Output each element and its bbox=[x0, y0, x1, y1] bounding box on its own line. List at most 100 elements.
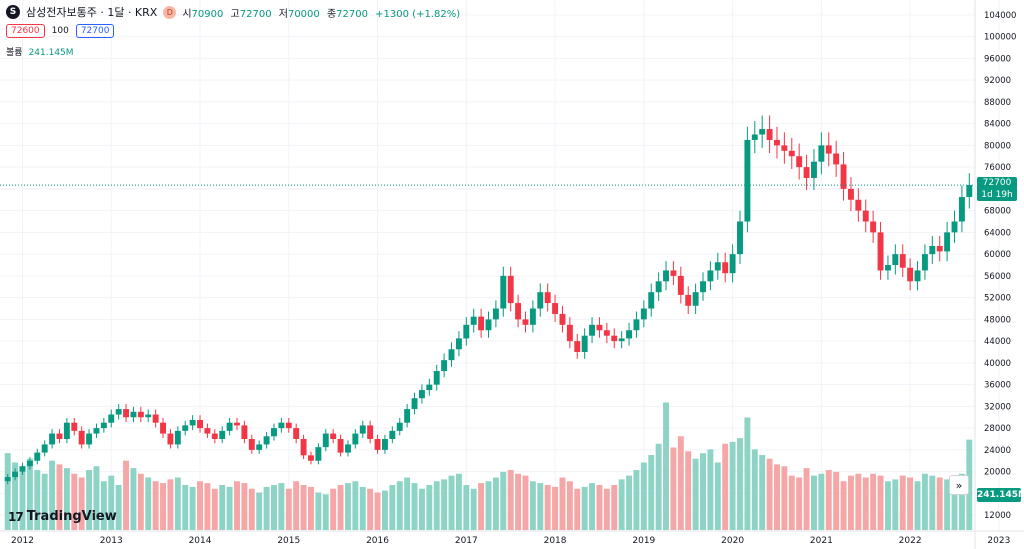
buy-button[interactable]: 72700 bbox=[75, 24, 115, 38]
low-value: 70000 bbox=[287, 8, 320, 20]
volume-bar bbox=[936, 477, 943, 530]
price-tick-label: 20000 bbox=[984, 468, 1011, 478]
candle-body bbox=[522, 319, 529, 325]
double-chevron-right-icon: » bbox=[955, 478, 963, 492]
candle-body bbox=[145, 414, 152, 418]
order-quantity[interactable]: 100 bbox=[51, 26, 69, 36]
symbol-title[interactable]: 삼성전자보통주 · 1달 · KRX bbox=[26, 6, 158, 19]
candle-body bbox=[137, 411, 144, 418]
volume-bar bbox=[359, 486, 366, 530]
volume-bar bbox=[441, 479, 448, 530]
market-badge-icon: D bbox=[163, 5, 177, 19]
candle-body bbox=[574, 341, 581, 352]
volume-bar bbox=[226, 486, 233, 530]
candle-body bbox=[744, 139, 751, 222]
volume-bar bbox=[182, 485, 189, 530]
volume-bar bbox=[463, 485, 470, 530]
last-price-value: 72700 bbox=[982, 178, 1012, 188]
volume-label[interactable]: 볼륨 bbox=[6, 48, 23, 58]
scroll-to-realtime-button[interactable]: » bbox=[949, 475, 969, 495]
candle-body bbox=[833, 153, 840, 165]
candle-body bbox=[840, 164, 847, 189]
candle-body bbox=[197, 419, 203, 429]
candle-body bbox=[611, 335, 618, 342]
volume-bar bbox=[337, 485, 344, 530]
volume-bar bbox=[929, 475, 936, 530]
volume-bar bbox=[522, 475, 529, 530]
price-tick-label: 24000 bbox=[984, 446, 1011, 456]
volume-bar bbox=[811, 475, 817, 530]
volume-bar bbox=[596, 485, 603, 530]
candle-body bbox=[907, 267, 914, 282]
candle-body bbox=[167, 433, 174, 445]
volume-bar bbox=[655, 443, 662, 530]
candle-body bbox=[603, 330, 610, 336]
candle-body bbox=[130, 411, 137, 418]
candle-body bbox=[566, 324, 573, 342]
time-axis[interactable]: 2012 2013 2014 2015 2016 2017 2018 2019 2020 2021… bbox=[11, 536, 1010, 546]
candle-body bbox=[692, 292, 699, 306]
volume-bar bbox=[485, 481, 492, 530]
candle-body bbox=[552, 303, 559, 314]
tradingview-logo[interactable]: 17 TradingView bbox=[8, 509, 117, 524]
candle-body bbox=[123, 409, 130, 418]
volume-bar bbox=[574, 488, 581, 530]
candle-body bbox=[626, 330, 633, 339]
volume-bar bbox=[160, 483, 166, 530]
volume-bar bbox=[189, 486, 196, 530]
candle-body bbox=[899, 254, 906, 268]
volume-bar bbox=[56, 464, 63, 530]
volume-bar bbox=[670, 447, 677, 530]
volume-bar bbox=[618, 479, 625, 530]
candle-body bbox=[426, 384, 433, 391]
volume-bar bbox=[145, 477, 152, 530]
candle-body bbox=[559, 313, 566, 325]
low-label: 저 bbox=[278, 8, 288, 20]
candle-body bbox=[766, 129, 773, 140]
volume-bar bbox=[966, 439, 973, 530]
candle-body bbox=[441, 360, 448, 372]
candle-body bbox=[751, 134, 758, 140]
sell-button[interactable]: 72600 bbox=[6, 24, 45, 38]
volume-bar bbox=[803, 468, 810, 530]
volume-bar bbox=[381, 490, 388, 530]
candle-body bbox=[825, 145, 832, 154]
candle-body bbox=[655, 281, 662, 293]
volume-bar bbox=[115, 485, 122, 530]
candle-body bbox=[796, 156, 803, 168]
price-tick-label: 64000 bbox=[984, 228, 1011, 238]
price-tick-label: 56000 bbox=[984, 272, 1011, 282]
price-tick-label: 96000 bbox=[984, 54, 1011, 64]
candle-body bbox=[714, 262, 721, 271]
open-label: 시 bbox=[182, 8, 192, 20]
candle-body bbox=[86, 433, 93, 445]
price-tick-label: 100000 bbox=[984, 33, 1016, 43]
candle-body bbox=[4, 477, 11, 482]
candle-body bbox=[248, 439, 255, 450]
volume-bar bbox=[241, 483, 248, 530]
time-tick-label: 2019 bbox=[632, 536, 655, 546]
candle-body bbox=[707, 270, 714, 282]
price-tick-label: 76000 bbox=[984, 163, 1011, 173]
volume-bar bbox=[907, 477, 914, 530]
volume-bar bbox=[86, 470, 93, 530]
candle-body bbox=[404, 409, 411, 423]
volume-bar bbox=[951, 475, 958, 530]
candle-body bbox=[389, 430, 396, 439]
last-price-tag: 72700 1d 19h bbox=[977, 177, 1017, 201]
candle-body bbox=[285, 422, 292, 429]
candle-body bbox=[966, 185, 973, 198]
volume-bar bbox=[41, 473, 48, 530]
volume-bar bbox=[722, 443, 729, 530]
candle-body bbox=[19, 466, 26, 472]
volume-bar bbox=[389, 485, 396, 530]
volume-bar bbox=[396, 481, 403, 530]
price-axis[interactable]: 104000 100000 96000 92000 88000 84000 80000 760… bbox=[984, 11, 1016, 521]
volume-bar bbox=[914, 481, 921, 530]
candle-body bbox=[492, 308, 499, 320]
volume-bar bbox=[663, 402, 669, 530]
high-label: 고 bbox=[230, 8, 240, 20]
volume-bar bbox=[300, 485, 307, 530]
